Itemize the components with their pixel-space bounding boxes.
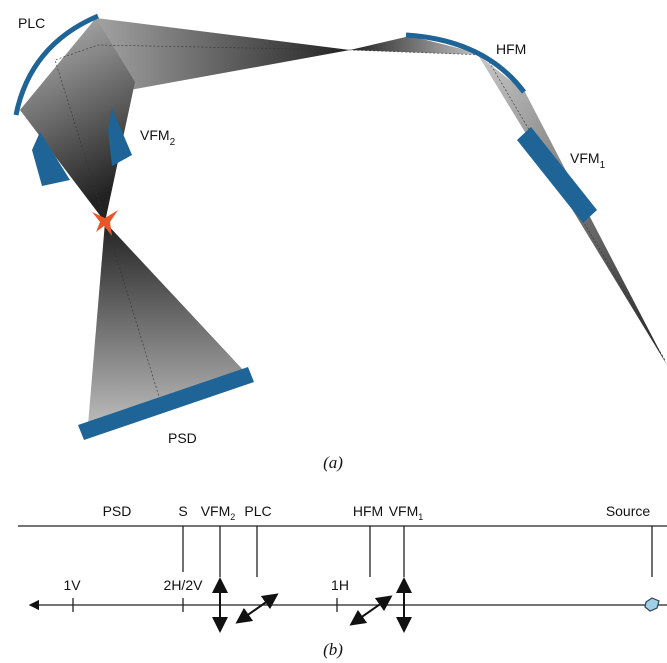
label: VFM1 — [570, 150, 606, 171]
label: HFM — [353, 503, 383, 519]
subscript: 1 — [418, 512, 423, 522]
label: PSD — [168, 430, 197, 446]
label: VFM — [140, 127, 170, 143]
vfm1-mirror — [517, 127, 597, 223]
beam — [88, 222, 245, 425]
axis-label: 1H — [331, 577, 349, 593]
label: VFM — [570, 150, 600, 166]
figure: PLC VFM2 HFM VFM1 PSD (a) PSD S VFM2 — [0, 0, 667, 663]
double-arrow — [242, 598, 272, 619]
subscript: 1 — [600, 160, 606, 171]
label: VFM1 — [389, 503, 424, 522]
label: PLC — [244, 503, 271, 519]
label: PLC — [18, 15, 45, 31]
axis-label: 2H/2V — [164, 577, 204, 593]
caption: (b) — [323, 640, 343, 659]
element-lines — [73, 526, 652, 612]
subscript: 2 — [170, 137, 176, 148]
label: Source — [606, 503, 651, 519]
label: HFM — [496, 41, 526, 57]
caption: (a) — [323, 453, 343, 472]
label: PSD — [103, 503, 132, 519]
source-marker — [645, 598, 659, 611]
beam — [478, 55, 667, 365]
panel-b: PSD S VFM2 PLC HFM VFM1 Source 1V 2H/2V … — [18, 503, 667, 659]
label: VFM2 — [201, 503, 236, 522]
label: VFM2 — [140, 127, 176, 148]
label: S — [178, 503, 187, 519]
axis-label: 1V — [63, 577, 81, 593]
subscript: 2 — [230, 512, 235, 522]
label: VFM — [389, 503, 419, 519]
double-arrow — [356, 600, 386, 621]
label: VFM — [201, 503, 231, 519]
panel-a: PLC VFM2 HFM VFM1 PSD (a) — [16, 15, 667, 472]
